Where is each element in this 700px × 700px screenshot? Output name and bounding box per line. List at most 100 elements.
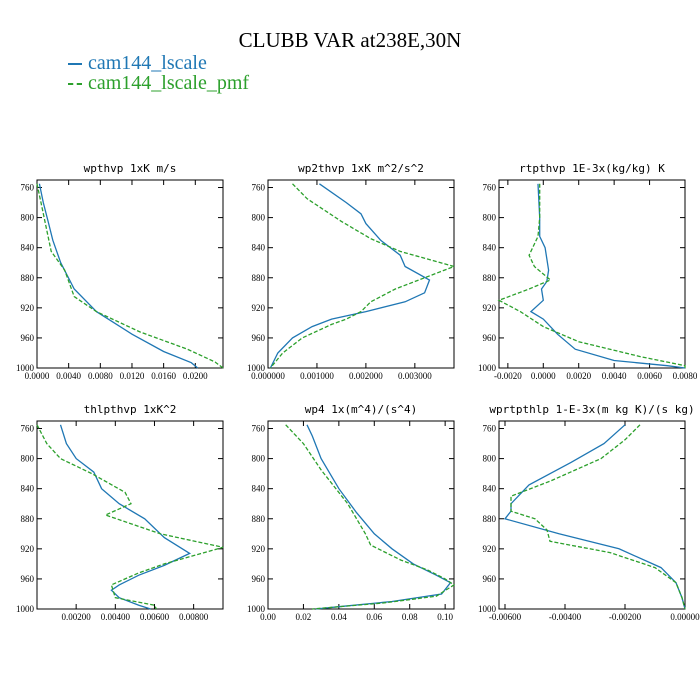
y-tick-label: 760 xyxy=(21,424,35,434)
chart-panel-4: thlpthvp 1xK^2 760 800 840 880 920 960 1000 0.00… xyxy=(16,403,224,622)
x-tick-label: 0.0040 xyxy=(56,371,81,381)
y-tick-label: 1000 xyxy=(247,604,266,614)
series-line-cam144-lscale-pmf xyxy=(36,424,224,610)
x-tick-label: 0.0120 xyxy=(120,371,145,381)
series-line-cam144-lscale-pmf xyxy=(269,183,457,369)
y-tick-label: 840 xyxy=(252,243,266,253)
y-tick-label: 960 xyxy=(21,333,35,343)
y-tick-label: 960 xyxy=(252,574,266,584)
panel-title: rtpthvp 1E-3x(kg/kg) K xyxy=(519,162,665,175)
y-tick-label: 880 xyxy=(483,514,497,524)
series-line-cam144-lscale xyxy=(38,183,199,369)
plot-frame xyxy=(498,179,686,369)
y-tick-label: 1000 xyxy=(478,363,497,373)
y-tick-label: 1000 xyxy=(16,604,35,614)
x-tick-label: 0.02 xyxy=(296,612,312,622)
series-line-cam144-lscale-pmf xyxy=(285,424,456,610)
y-tick-label: 960 xyxy=(483,574,497,584)
x-tick-label: 0.0160 xyxy=(151,371,176,381)
y-tick-label: 840 xyxy=(483,243,497,253)
x-tick-label: -0.00200 xyxy=(609,612,642,622)
x-tick-label: 0.08 xyxy=(402,612,418,622)
y-tick-label: 1000 xyxy=(16,363,35,373)
y-tick-label: 920 xyxy=(252,303,266,313)
y-tick-label: 920 xyxy=(483,544,497,554)
x-tick-label: 0.00000 xyxy=(670,612,700,622)
x-tick-label: 0.10 xyxy=(437,612,453,622)
series-line-cam144-lscale xyxy=(269,183,431,369)
x-tick-label: 0.00800 xyxy=(179,612,209,622)
y-tick-label: 880 xyxy=(21,273,35,283)
series-line-cam144-lscale xyxy=(59,424,192,610)
series-line-cam144-lscale xyxy=(503,424,686,610)
x-tick-label: -0.0020 xyxy=(494,371,522,381)
y-tick-label: 1000 xyxy=(247,363,266,373)
x-tick-label: 0.002000 xyxy=(349,371,383,381)
x-tick-label: 0.04 xyxy=(331,612,347,622)
x-tick-label: -0.00600 xyxy=(489,612,522,622)
x-tick-label: 0.0080 xyxy=(88,371,113,381)
series-line-cam144-lscale-pmf xyxy=(510,424,686,610)
chart-panel-5: wp4 1x(m^4)/(s^4) 760 800 840 880 920 960 1000 0… xyxy=(247,403,456,622)
legend-item-cam144-lscale: cam144_lscale xyxy=(68,52,207,75)
y-tick-label: 880 xyxy=(21,514,35,524)
x-tick-label: 0.003000 xyxy=(398,371,432,381)
series-line-cam144-lscale-pmf xyxy=(497,183,686,368)
legend-label: cam144_lscale_pmf xyxy=(88,72,250,94)
chart-panel-3: rtpthvp 1E-3x(kg/kg) K 760 800 840 880 920 960… xyxy=(478,162,698,381)
legend-label: cam144_lscale xyxy=(88,52,207,74)
legend-item-cam144-lscale-pmf: cam144_lscale_pmf xyxy=(68,72,249,95)
x-tick-label: 0.00400 xyxy=(101,612,131,622)
chart-panel-2: wp2thvp 1xK m^2/s^2 760 800 840 880 920 960 100… xyxy=(247,162,457,381)
x-tick-label: 0.06 xyxy=(366,612,382,622)
series-line-cam144-lscale-pmf xyxy=(36,183,224,369)
legend-line-icon xyxy=(68,63,82,66)
y-tick-label: 920 xyxy=(483,303,497,313)
y-tick-label: 840 xyxy=(252,484,266,494)
y-tick-label: 880 xyxy=(252,514,266,524)
y-tick-label: 800 xyxy=(21,213,35,223)
y-tick-label: 920 xyxy=(21,544,35,554)
series-line-cam144-lscale xyxy=(529,183,686,369)
x-tick-label: 0.0080 xyxy=(673,371,698,381)
x-tick-label: 0.000000 xyxy=(251,371,285,381)
plot-frame xyxy=(36,420,224,610)
x-tick-label: 0.0200 xyxy=(183,371,208,381)
y-tick-label: 1000 xyxy=(478,604,497,614)
panel-title: wprtpthlp 1-E-3x(m kg K)/(s kg) xyxy=(489,403,694,416)
x-tick-label: -0.00400 xyxy=(549,612,582,622)
panel-title: wp2thvp 1xK m^2/s^2 xyxy=(298,162,424,175)
y-tick-label: 880 xyxy=(252,273,266,283)
page-title: CLUBB VAR at238E,30N xyxy=(238,28,462,52)
y-tick-label: 800 xyxy=(252,454,266,464)
x-tick-label: 0.00200 xyxy=(62,612,92,622)
x-tick-label: 0.0060 xyxy=(637,371,662,381)
x-tick-label: 0.0000 xyxy=(25,371,50,381)
y-tick-label: 760 xyxy=(483,424,497,434)
plot-frame xyxy=(267,420,455,610)
y-tick-label: 920 xyxy=(21,303,35,313)
chart-panel-1: wpthvp 1xK m/s76080084088092096010000.00… xyxy=(16,162,224,381)
x-tick-label: 0.0000 xyxy=(531,371,556,381)
y-tick-label: 760 xyxy=(252,183,266,193)
y-tick-label: 920 xyxy=(252,544,266,554)
y-tick-label: 840 xyxy=(483,484,497,494)
x-tick-label: 0.0020 xyxy=(566,371,591,381)
plot-frame xyxy=(498,420,686,610)
y-tick-label: 800 xyxy=(483,213,497,223)
panel-title: thlpthvp 1xK^2 xyxy=(84,403,177,416)
y-tick-label: 760 xyxy=(21,183,35,193)
x-tick-label: 0.0040 xyxy=(602,371,627,381)
y-tick-label: 880 xyxy=(483,273,497,283)
y-tick-label: 960 xyxy=(21,574,35,584)
panel-title: wp4 1x(m^4)/(s^4) xyxy=(305,403,418,416)
y-tick-label: 960 xyxy=(483,333,497,343)
y-tick-label: 800 xyxy=(483,454,497,464)
chart-panel-6: wprtpthlp 1-E-3x(m kg K)/(s kg) 760 800 840… xyxy=(478,403,700,622)
panel-title: wpthvp 1xK m/s xyxy=(84,162,177,175)
y-tick-label: 760 xyxy=(252,424,266,434)
x-tick-label: 0.001000 xyxy=(300,371,334,381)
y-tick-label: 760 xyxy=(483,183,497,193)
y-tick-label: 840 xyxy=(21,243,35,253)
